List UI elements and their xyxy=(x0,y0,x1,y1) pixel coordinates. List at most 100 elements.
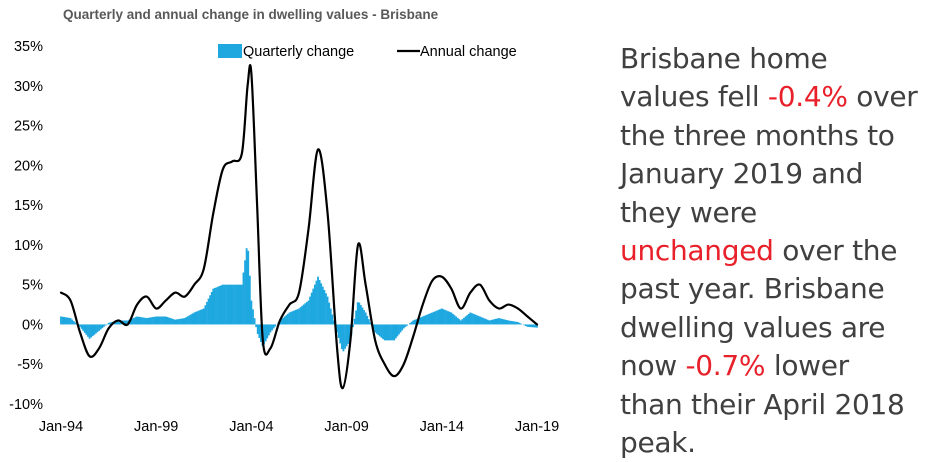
quarterly-bar xyxy=(355,311,357,325)
commentary-line: values fell -0.4% over xyxy=(620,78,932,116)
quarterly-bar xyxy=(414,320,416,325)
annual-change-line xyxy=(61,65,537,388)
quarterly-bar xyxy=(216,287,218,324)
quarterly-bar xyxy=(433,312,435,325)
legend-swatch-quarterly xyxy=(218,44,242,58)
text-run: lower xyxy=(765,349,849,382)
quarterly-bar xyxy=(103,324,105,326)
quarterly-bar xyxy=(257,324,259,334)
quarterly-bar xyxy=(450,313,452,325)
quarterly-bar xyxy=(520,324,522,325)
quarterly-bar xyxy=(189,315,191,324)
y-tick-label: 10% xyxy=(14,238,43,254)
quarterly-bar xyxy=(149,318,151,325)
quarterly-bar xyxy=(209,295,211,324)
quarterly-bar xyxy=(100,324,102,329)
quarterly-bar xyxy=(197,311,199,324)
quarterly-bar xyxy=(339,324,341,343)
quarterly-bar xyxy=(487,320,489,325)
quarterly-bar xyxy=(327,297,329,325)
quarterly-bar xyxy=(436,311,438,325)
highlight-annual-change: unchanged xyxy=(620,234,774,267)
commentary-line: Brisbane home xyxy=(620,40,932,78)
quarterly-bar xyxy=(98,324,100,330)
quarterly-bar xyxy=(154,317,156,325)
quarterly-bar xyxy=(87,324,89,336)
quarterly-bar xyxy=(308,301,310,325)
quarterly-bar xyxy=(496,318,498,324)
quarterly-bar xyxy=(519,323,521,325)
quarterly-bar xyxy=(504,320,506,325)
quarterly-bar xyxy=(481,317,483,324)
quarterly-bar xyxy=(500,318,502,324)
text-run: values fell xyxy=(620,80,768,113)
quarterly-bar xyxy=(63,317,65,324)
quarterly-bar xyxy=(238,285,240,325)
quarterly-bar xyxy=(133,318,135,325)
quarterly-bar xyxy=(508,320,510,324)
quarterly-bar xyxy=(492,320,494,325)
commentary-line: past year. Brisbane xyxy=(620,270,932,308)
quarterly-bar xyxy=(244,260,246,324)
quarterly-bar xyxy=(190,314,192,324)
quarterly-bar xyxy=(430,313,432,324)
quarterly-bar xyxy=(301,306,303,325)
quarterly-bar xyxy=(201,309,203,324)
quarterly-bar xyxy=(193,313,195,325)
quarterly-bar xyxy=(400,324,402,332)
highlight-from-peak: -0.7% xyxy=(685,349,765,382)
quarterly-bar xyxy=(143,318,145,325)
quarterly-bar xyxy=(390,324,392,340)
quarterly-bar xyxy=(465,316,467,324)
quarterly-bar xyxy=(74,322,76,324)
quarterly-bar xyxy=(449,312,451,325)
quarterly-bar xyxy=(165,316,167,324)
quarterly-bar xyxy=(501,319,503,325)
quarterly-bar xyxy=(343,324,345,351)
quarterly-bar xyxy=(217,287,219,325)
quarterly-bar xyxy=(389,324,391,340)
quarterly-bar xyxy=(517,322,519,324)
quarterly-bar xyxy=(268,324,270,335)
quarterly-bar xyxy=(425,315,427,324)
y-tick-label: 15% xyxy=(14,198,43,214)
quarterly-bar xyxy=(173,319,175,324)
quarterly-bar xyxy=(387,324,389,340)
quarterly-bar xyxy=(70,318,72,324)
quarterly-bar xyxy=(84,324,86,332)
chart-legend: Quarterly change Annual change xyxy=(218,44,517,60)
quarterly-bar xyxy=(60,316,62,324)
quarterly-bar xyxy=(454,315,456,324)
quarterly-bar xyxy=(92,324,94,336)
quarterly-bar xyxy=(398,324,400,334)
quarterly-bar xyxy=(515,322,517,325)
quarterly-bar xyxy=(323,290,325,324)
quarterly-bar xyxy=(296,309,298,324)
quarterly-bar xyxy=(287,314,289,325)
quarterly-bar xyxy=(319,280,321,324)
quarterly-bar xyxy=(90,324,92,337)
quarterly-bar xyxy=(250,301,252,325)
quarterly-bar xyxy=(185,317,187,324)
quarterly-bar xyxy=(179,319,181,325)
quarterly-bar xyxy=(354,319,356,325)
quarterly-bar xyxy=(312,289,314,325)
quarterly-bar xyxy=(89,324,91,338)
quarterly-bar xyxy=(285,315,287,324)
quarterly-bar xyxy=(446,311,448,325)
quarterly-bar xyxy=(423,316,425,325)
quarterly-bar xyxy=(396,324,398,336)
quarterly-bar xyxy=(214,288,216,324)
quarterly-bar xyxy=(108,323,110,325)
quarterly-bar xyxy=(273,324,275,328)
quarterly-bar xyxy=(147,318,149,325)
quarterly-bar xyxy=(146,318,148,324)
text-run: over the xyxy=(774,234,898,267)
quarterly-bar xyxy=(282,318,284,325)
quarterly-bar xyxy=(265,324,267,341)
quarterly-bar xyxy=(452,314,454,325)
quarterly-bar xyxy=(428,314,430,325)
quarterly-bar xyxy=(225,285,227,325)
quarterly-bar xyxy=(220,285,222,324)
